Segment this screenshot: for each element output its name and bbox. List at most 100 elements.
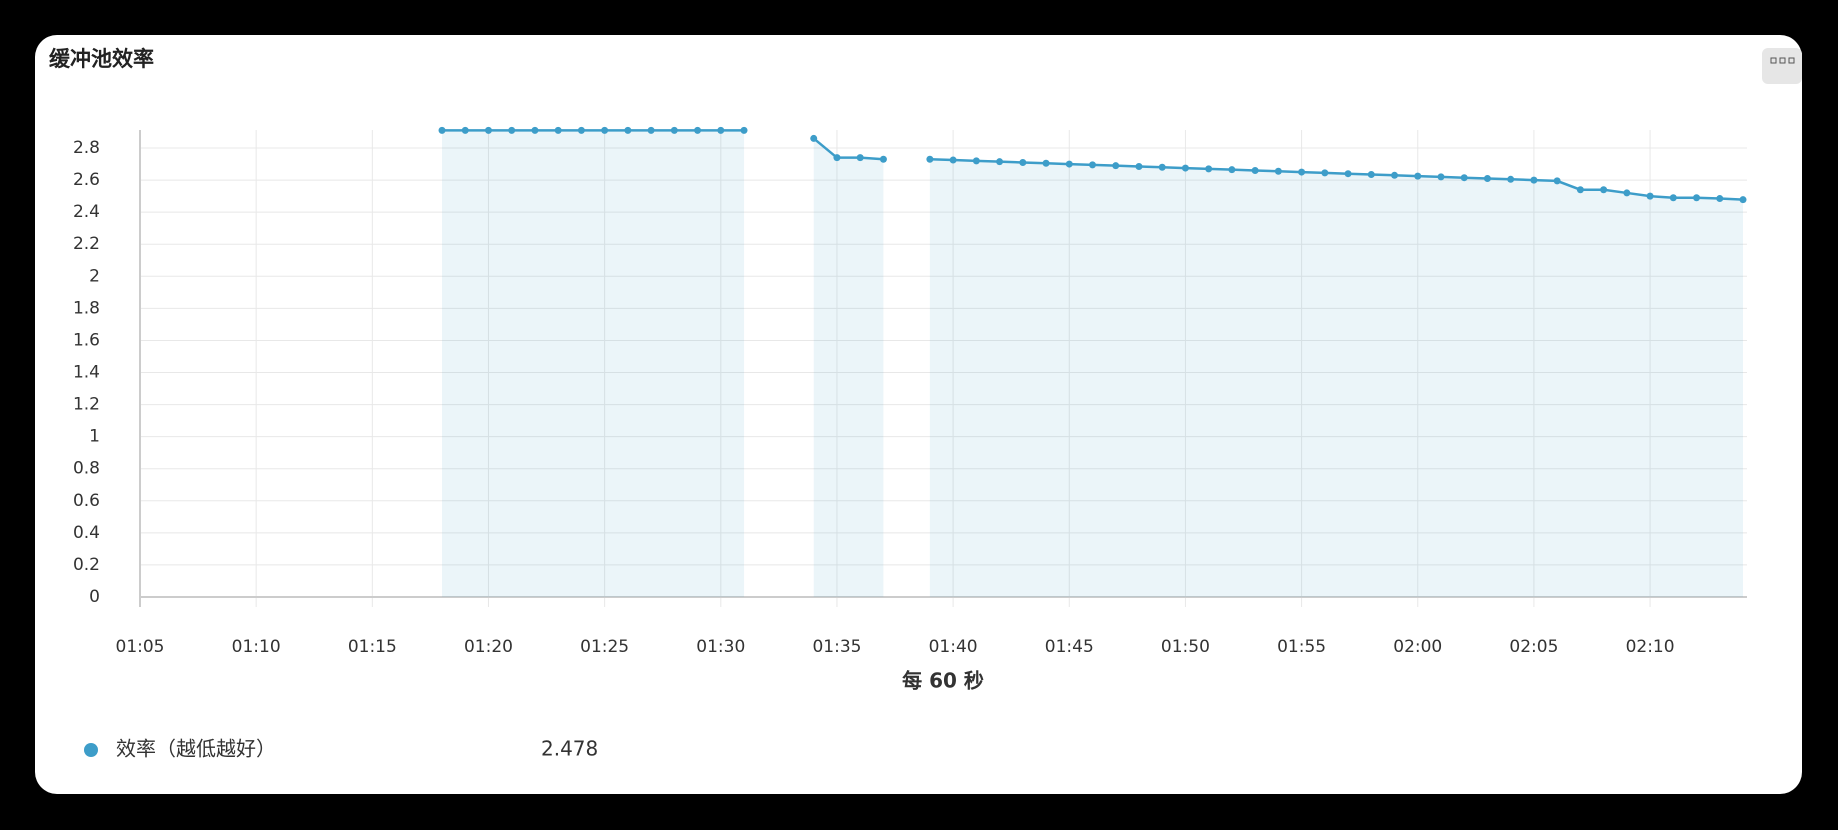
data-point	[1414, 172, 1422, 180]
data-point	[1391, 171, 1399, 179]
x-tick-label: 01:30	[696, 637, 745, 657]
data-point	[1530, 176, 1538, 184]
data-point	[1344, 170, 1352, 178]
panel-menu-button[interactable]	[1762, 48, 1802, 84]
x-tick-label: 01:15	[348, 637, 397, 657]
panel-title: 缓冲池效率	[49, 47, 154, 71]
data-point	[694, 126, 702, 134]
x-tick-label: 02:00	[1393, 637, 1442, 657]
series-area	[442, 130, 745, 597]
data-point	[1181, 164, 1189, 172]
data-point	[1600, 186, 1608, 194]
series-line	[929, 158, 1744, 201]
y-tick-label: 2.2	[73, 234, 100, 254]
x-tick-label: 02:05	[1509, 637, 1558, 657]
series-line	[812, 137, 884, 161]
data-point	[508, 126, 516, 134]
data-point	[1716, 195, 1724, 203]
y-tick-label: 2.4	[73, 202, 100, 222]
menu-button-bg[interactable]	[1762, 48, 1802, 84]
data-point	[1112, 162, 1120, 170]
data-point	[1693, 194, 1701, 202]
x-tick-label: 01:25	[580, 637, 629, 657]
data-point	[577, 126, 585, 134]
data-point	[996, 158, 1004, 166]
data-point	[1623, 189, 1631, 197]
data-point	[740, 126, 748, 134]
data-point	[624, 126, 632, 134]
menu-dot	[1788, 57, 1795, 64]
data-point	[856, 154, 864, 162]
data-point	[717, 126, 725, 134]
data-point	[601, 126, 609, 134]
data-point	[1274, 167, 1282, 175]
data-point	[1042, 159, 1050, 167]
x-tick-label: 01:20	[464, 637, 513, 657]
data-point	[810, 134, 818, 142]
data-point	[926, 155, 934, 163]
y-tick-label: 0.2	[73, 555, 100, 575]
data-point	[1553, 177, 1561, 185]
x-tick-label: 01:40	[929, 637, 978, 657]
data-point	[1065, 160, 1073, 168]
data-point	[531, 126, 539, 134]
x-tick-label: 01:55	[1277, 637, 1326, 657]
data-point	[1228, 166, 1236, 174]
y-tick-label: 2	[89, 266, 100, 286]
y-tick-label: 1.2	[73, 395, 100, 415]
data-point	[949, 156, 957, 164]
panel-card	[35, 35, 1802, 794]
data-point	[461, 126, 469, 134]
y-tick-label: 2.6	[73, 170, 100, 190]
data-point	[1739, 196, 1747, 204]
data-point	[554, 126, 562, 134]
data-point	[1158, 163, 1166, 171]
data-point	[1367, 170, 1375, 178]
y-tick-label: 1	[89, 427, 100, 447]
menu-dot	[1779, 57, 1786, 64]
x-tick-label: 01:10	[232, 637, 281, 657]
y-tick-label: 1.8	[73, 298, 100, 318]
data-point	[1483, 175, 1491, 182]
x-axis-label: 每 60 秒	[902, 669, 984, 693]
data-point	[1460, 174, 1468, 182]
data-point	[972, 157, 980, 165]
data-point	[438, 126, 446, 134]
y-tick-label: 1.6	[73, 330, 100, 350]
y-tick-label: 0.8	[73, 459, 100, 479]
y-tick-label: 0.4	[73, 523, 100, 543]
data-point	[1507, 175, 1515, 183]
series-area	[813, 138, 884, 597]
data-point	[1089, 161, 1097, 169]
y-tick-label: 2.8	[73, 138, 100, 158]
data-point	[1437, 173, 1445, 181]
data-point	[670, 126, 678, 134]
data-point	[647, 126, 655, 134]
series-area	[929, 159, 1743, 598]
x-tick-label: 02:10	[1626, 637, 1675, 657]
data-point	[1669, 194, 1677, 202]
data-point	[1646, 192, 1654, 200]
data-point	[1019, 158, 1027, 166]
data-point	[1251, 166, 1259, 174]
x-tick-label: 01:05	[116, 637, 165, 657]
menu-dot	[1770, 57, 1777, 64]
x-tick-label: 01:35	[812, 637, 861, 657]
data-point	[484, 126, 492, 134]
y-tick-label: 1.4	[73, 363, 100, 383]
data-point	[1298, 168, 1306, 176]
data-point	[1205, 165, 1213, 173]
data-point	[1321, 169, 1329, 177]
data-point	[1135, 162, 1143, 170]
data-point	[1576, 186, 1584, 194]
legend-label: 效率（越低越好）	[116, 737, 276, 761]
y-tick-label: 0	[89, 587, 100, 607]
y-tick-label: 0.6	[73, 491, 100, 511]
legend-marker	[84, 743, 98, 757]
data-point	[833, 154, 841, 162]
x-tick-label: 01:50	[1161, 637, 1210, 657]
legend-last-value: 2.478	[541, 737, 598, 761]
data-point	[879, 155, 887, 163]
